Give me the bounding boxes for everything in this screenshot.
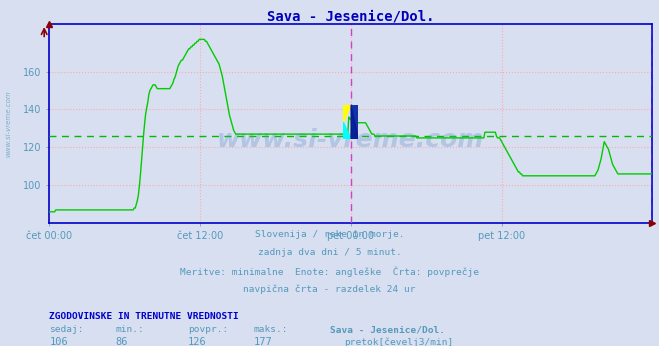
Text: www.si-vreme.com: www.si-vreme.com bbox=[217, 128, 484, 152]
Polygon shape bbox=[343, 122, 351, 139]
Polygon shape bbox=[351, 105, 358, 139]
Text: Sava - Jesenice/Dol.: Sava - Jesenice/Dol. bbox=[330, 325, 445, 334]
Polygon shape bbox=[351, 105, 358, 139]
Text: maks.:: maks.: bbox=[254, 325, 288, 334]
Text: sedaj:: sedaj: bbox=[49, 325, 84, 334]
Text: zadnja dva dni / 5 minut.: zadnja dva dni / 5 minut. bbox=[258, 248, 401, 257]
Text: pretok[čevelj3/min]: pretok[čevelj3/min] bbox=[344, 337, 453, 346]
Text: ZGODOVINSKE IN TRENUTNE VREDNOSTI: ZGODOVINSKE IN TRENUTNE VREDNOSTI bbox=[49, 312, 239, 321]
Polygon shape bbox=[343, 105, 351, 122]
Text: min.:: min.: bbox=[115, 325, 144, 334]
Text: www.si-vreme.com: www.si-vreme.com bbox=[5, 90, 11, 157]
Text: 177: 177 bbox=[254, 337, 272, 346]
Text: 126: 126 bbox=[188, 337, 206, 346]
Text: 86: 86 bbox=[115, 337, 128, 346]
Text: Slovenija / reke in morje.: Slovenija / reke in morje. bbox=[255, 230, 404, 239]
Text: Meritve: minimalne  Enote: angleške  Črta: povprečje: Meritve: minimalne Enote: angleške Črta:… bbox=[180, 266, 479, 276]
Text: 106: 106 bbox=[49, 337, 68, 346]
Text: povpr.:: povpr.: bbox=[188, 325, 228, 334]
Title: Sava - Jesenice/Dol.: Sava - Jesenice/Dol. bbox=[267, 9, 435, 23]
Text: navpična črta - razdelek 24 ur: navpična črta - razdelek 24 ur bbox=[243, 284, 416, 293]
